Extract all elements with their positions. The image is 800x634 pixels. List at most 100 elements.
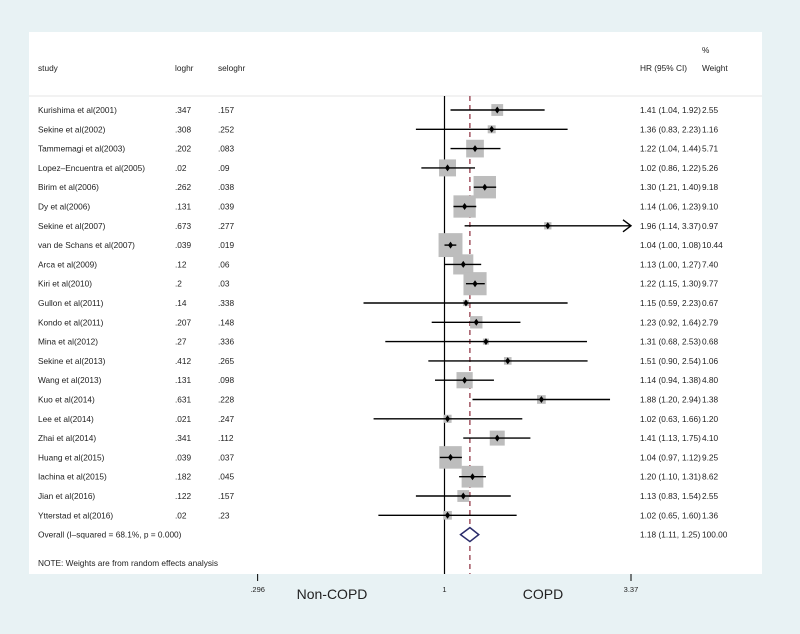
study-loghr: .12 [175, 259, 187, 269]
study-hr-ci: 1.30 (1.21, 1.40) [640, 182, 701, 192]
study-weight: 4.10 [702, 433, 719, 443]
study-loghr: .341 [175, 433, 192, 443]
study-seloghr: .23 [218, 510, 230, 520]
study-loghr: .14 [175, 298, 187, 308]
point-estimate [445, 164, 451, 172]
study-seloghr: .03 [218, 279, 230, 289]
header-weight: Weight [702, 63, 728, 73]
study-name: Jian et al(2016) [38, 491, 95, 501]
point-estimate [462, 203, 468, 210]
study-hr-ci: 1.51 (0.90, 2.54) [640, 356, 701, 366]
point-estimate [460, 260, 466, 268]
note-text: NOTE: Weights are from random effects an… [38, 558, 218, 568]
study-seloghr: .277 [218, 221, 235, 231]
header-seloghr: seloghr [218, 63, 245, 73]
study-name: Mina et al(2012) [38, 337, 98, 347]
study-hr-ci: 1.15 (0.59, 2.23) [640, 298, 701, 308]
overall-weight: 100.00 [702, 530, 728, 540]
study-hr-ci: 1.36 (0.83, 2.23) [640, 124, 701, 134]
point-estimate [460, 492, 466, 500]
axis-tick-label: 1 [442, 585, 446, 594]
study-seloghr: .09 [218, 163, 230, 173]
study-seloghr: .148 [218, 317, 235, 327]
study-weight: 0.97 [702, 221, 719, 231]
study-loghr: .347 [175, 105, 192, 115]
point-estimate [462, 376, 468, 384]
study-name: Arca et al(2009) [38, 259, 97, 269]
header-loghr: loghr [175, 63, 194, 73]
study-weight: 4.80 [702, 375, 719, 385]
study-weight: 9.10 [702, 202, 719, 212]
study-name: Tammemagi et al(2003) [38, 144, 125, 154]
study-name: Sekine et al(2007) [38, 221, 106, 231]
study-seloghr: .083 [218, 144, 235, 154]
study-name: Wang et al(2013) [38, 375, 102, 385]
point-estimate [445, 511, 451, 519]
point-estimate [505, 357, 511, 365]
study-weight: 1.20 [702, 414, 719, 424]
header-study: study [38, 63, 59, 73]
study-hr-ci: 1.23 (0.92, 1.64) [640, 317, 701, 327]
point-estimate [494, 106, 500, 114]
study-seloghr: .252 [218, 124, 235, 134]
study-hr-ci: 1.14 (0.94, 1.38) [640, 375, 701, 385]
study-loghr: .2 [175, 279, 182, 289]
study-name: Lee et al(2014) [38, 414, 94, 424]
axis-tick-label: .296 [250, 585, 265, 594]
point-estimate [494, 434, 500, 442]
study-hr-ci: 1.02 (0.63, 1.66) [640, 414, 701, 424]
study-weight: 2.55 [702, 105, 719, 115]
study-weight: 8.62 [702, 472, 719, 482]
point-estimate [483, 338, 489, 346]
study-seloghr: .019 [218, 240, 235, 250]
study-name: Dy et al(2006) [38, 202, 90, 212]
study-seloghr: .039 [218, 202, 235, 212]
study-hr-ci: 1.02 (0.65, 1.60) [640, 510, 701, 520]
point-estimate [545, 222, 551, 230]
study-weight: 1.06 [702, 356, 719, 366]
study-weight: 9.77 [702, 279, 719, 289]
header-weight-pct: % [702, 45, 710, 55]
study-weight: 9.25 [702, 452, 719, 462]
point-estimate [469, 473, 475, 481]
overall-label: Overall (I–squared = 68.1%, p = 0.000) [38, 530, 182, 540]
point-estimate [489, 125, 495, 133]
study-name: Ytterstad et al(2016) [38, 510, 113, 520]
study-seloghr: .247 [218, 414, 235, 424]
study-weight: 1.16 [702, 124, 719, 134]
header-hr: HR (95% CI) [640, 63, 687, 73]
study-loghr: .122 [175, 491, 192, 501]
study-weight: 2.55 [702, 491, 719, 501]
study-loghr: .039 [175, 452, 192, 462]
study-seloghr: .157 [218, 491, 235, 501]
study-seloghr: .338 [218, 298, 235, 308]
study-weight: 5.71 [702, 144, 719, 154]
study-seloghr: .265 [218, 356, 235, 366]
study-name: Birim et al(2006) [38, 182, 99, 192]
study-loghr: .262 [175, 182, 192, 192]
point-estimate [463, 299, 469, 307]
study-loghr: .202 [175, 144, 192, 154]
study-loghr: .021 [175, 414, 192, 424]
study-hr-ci: 1.14 (1.06, 1.23) [640, 202, 701, 212]
study-weight: 7.40 [702, 259, 719, 269]
study-name: Zhai et al(2014) [38, 433, 96, 443]
study-hr-ci: 1.13 (0.83, 1.54) [640, 491, 701, 501]
study-loghr: .631 [175, 395, 192, 405]
study-loghr: .039 [175, 240, 192, 250]
study-loghr: .27 [175, 337, 187, 347]
study-seloghr: .112 [218, 433, 234, 443]
point-estimate [448, 241, 454, 249]
study-hr-ci: 1.22 (1.04, 1.44) [640, 144, 701, 154]
study-seloghr: .228 [218, 395, 235, 405]
axis-tick-label: 3.37 [624, 585, 639, 594]
study-hr-ci: 1.04 (1.00, 1.08) [640, 240, 701, 250]
study-name: Sekine et al(2013) [38, 356, 106, 366]
point-estimate [472, 280, 478, 288]
overall-diamond [459, 526, 480, 543]
study-loghr: .308 [175, 124, 192, 134]
study-name: van de Schans et al(2007) [38, 240, 135, 250]
study-seloghr: .157 [218, 105, 235, 115]
study-name: Kondo et al(2011) [38, 317, 104, 327]
